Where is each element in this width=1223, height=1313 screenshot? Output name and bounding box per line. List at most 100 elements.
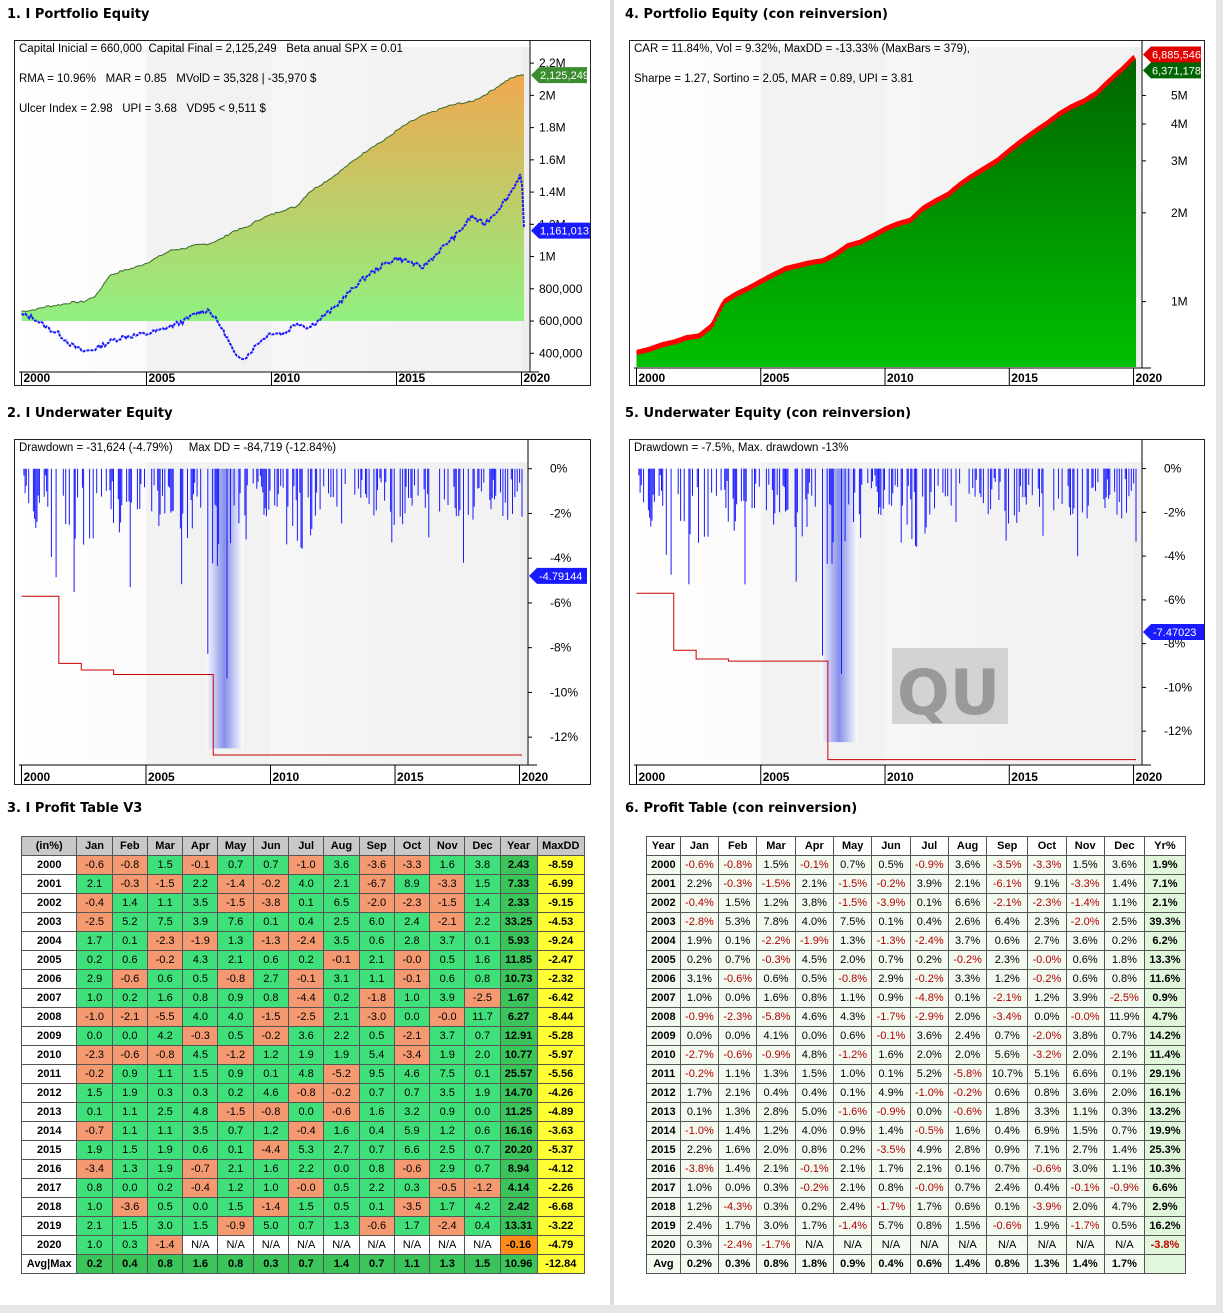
table3-year-cell: 2004 [20,931,78,951]
reinv-last-tag [1143,62,1201,79]
reinv-equity-area [636,59,1137,368]
table6-cell: 1.4% [1103,1140,1145,1160]
table6-cell: -3.2% [1027,1045,1067,1065]
table6-cell: -2.0% [1027,1026,1067,1046]
table3-cell: -1.5 [217,893,254,913]
table3-cell: 4.5 [182,1045,219,1065]
table3-cell: 0.7 [393,1083,431,1103]
p5-crash-shade [820,468,858,743]
table3-cell: 1.6 [252,1159,290,1179]
panel-portfolio-equity[interactable]: 200020052010201520202.2M2M1.8M1.6M1.4M1.… [14,40,591,386]
panel-portfolio-equity-reinv[interactable]: 2000 2005 2010 2015 2020 5M 4M 3M 2M 1M 6,885,546 6… [629,40,1205,386]
table3-cell: 16.16 [499,1121,538,1141]
table6-year-cell: 2000 [646,855,681,875]
table3-cell: 2.5 [429,1140,466,1160]
table6-cell: -0.5% [909,1121,949,1141]
table3-row: 2004 1.7 0.1 -2.3 -1.9 1.3 -1.3 -2.4 3.5 0.6 2.8 3.… [20,931,586,951]
p5-ylabel-0: 0% [1164,462,1182,476]
table6-cell: 2.1% [718,1083,758,1103]
table6-cell: 2.8% [756,1102,796,1122]
table6-cell: 1.3% [718,1102,758,1122]
p2-last-tag [529,567,587,584]
table3-cell: 0.1 [288,893,325,913]
table6-cell: 6.6% [1065,1064,1105,1084]
p2-max-drawdown-line [21,595,523,756]
p1-ylabel-0: 2.2M [539,56,566,70]
table3-cell: -1.5 [146,874,184,894]
table6-cell: 1.6% [947,1121,988,1141]
panel-underwater-equity[interactable]: 2000 2005 2010 2015 2020 0% -2% -4% -6% -8% -10% -1… [14,439,591,785]
table6-header-Jul: Jul [909,836,949,856]
table3-cell: 4.6 [252,1083,290,1103]
table3-row: 2002 -0.4 1.4 1.1 3.5 -1.5 -3.8 0.1 6.5 -2.0 -2.3-… [20,893,586,913]
table6-cell: 0.6% [947,1197,988,1217]
underwater-reinv-stats: Drawdown = -7.5%, Max. drawdown -13% [634,442,849,454]
table6-cell: 0.4% [871,1254,911,1274]
table3-cell: 0.6 [182,1140,219,1160]
table6-cell: 2.1% [947,874,988,894]
table6-cell: 2.6% [947,912,988,932]
table3-cell: 0.6 [146,969,184,989]
table6-cell: 1.7% [718,1216,758,1236]
table3-cell: 3.9 [182,912,219,932]
table3-cell: 1.1 [146,1121,184,1141]
table6-cell: 1.8% [1103,950,1145,970]
reinv-stats-line1: CAR = 11.84%, Vol = 9.32%, MaxDD = -13.3… [634,43,971,55]
table6-cell: -2.5% [1103,988,1145,1008]
table6-cell: N/A [1065,1235,1105,1255]
table3-cell: 0.7 [464,1140,501,1160]
table3-cell: -0.8 [217,969,254,989]
table6-cell: N/A [909,1235,949,1255]
table6-cell: 5.7% [871,1216,911,1236]
table6-cell: 2.3% [986,950,1029,970]
table3-cell: 8.9 [393,874,431,894]
table3-cell: -0.6 [323,1102,360,1122]
table6-cell: 0.7% [947,1178,988,1198]
table6-cell: -0.3% [718,874,758,894]
p5-last-tag [1143,624,1204,641]
panel-underwater-equity-reinv[interactable]: 2000 2005 2010 2015 2020 0% -2% -4% -6% -8% -10% -1… [629,439,1205,785]
table3-cell: 1.6 [429,855,466,875]
table3-cell: 0.1 [252,1064,290,1084]
table6-cell: 0.7% [986,1159,1029,1179]
table6-cell: 0.0% [718,1026,758,1046]
table6-cell: -0.2% [947,950,988,970]
table3-cell: 1.2 [252,1121,290,1141]
table6-cell: 0.8% [794,1140,835,1160]
table6-row: 2016 -3.8% 1.4% 2.1% -0.1% 2.1% 1.7% 2.1% 0.1% 0.… [646,1159,1187,1179]
table3-header-Nov: Nov [429,836,466,856]
table6-cell: 6.9% [1027,1121,1067,1141]
table3-cell: 1.2 [429,1121,466,1141]
table3-cell: -2.1 [111,1007,148,1027]
table6-cell: 1.9% [1143,855,1187,875]
table3-cell: 1.0 [252,1178,290,1198]
table3-cell: 3.7 [429,1026,466,1046]
table3-cell: 1.67 [499,988,538,1008]
table6-cell: -1.4% [832,1216,873,1236]
table3-cell: 5.93 [499,931,538,951]
table6-cell: -0.4% [679,893,720,913]
table6-cell: 2.9% [1143,1197,1187,1217]
table3-cell: 2.5 [323,912,360,932]
table3-cell: -3.63 [536,1121,586,1141]
table6-cell: -0.6% [986,1216,1029,1236]
table3-cell: 0.3 [393,1178,431,1198]
table6-year-cell: 2005 [646,950,681,970]
table3-row: 2005 0.2 0.6 -0.2 4.3 2.1 0.6 0.2 -0.1 2.1 -0.0 0.5… [20,950,586,970]
table3-cell: -8.59 [536,855,586,875]
table6-cell: 4.9% [871,1083,911,1103]
table3-cell: -2.5 [76,912,113,932]
table6-cell: N/A [794,1235,835,1255]
table6-cell: -1.0% [909,1083,949,1103]
table6-cell: 16.1% [1143,1083,1187,1103]
table3-cell: N/A [323,1235,360,1255]
table6-cell: 0.7% [718,950,758,970]
table6-cell: 3.6% [947,855,988,875]
table3-cell: 0.9 [429,1102,466,1122]
table3-cell: 0.0 [76,1026,113,1046]
table3-cell: 1.9 [146,1140,184,1160]
table3-cell: 6.6 [393,1140,431,1160]
table3-cell: -0.4 [182,1178,219,1198]
table3-header-Jan: Jan [76,836,113,856]
table6-cell: 4.0% [794,1121,835,1141]
